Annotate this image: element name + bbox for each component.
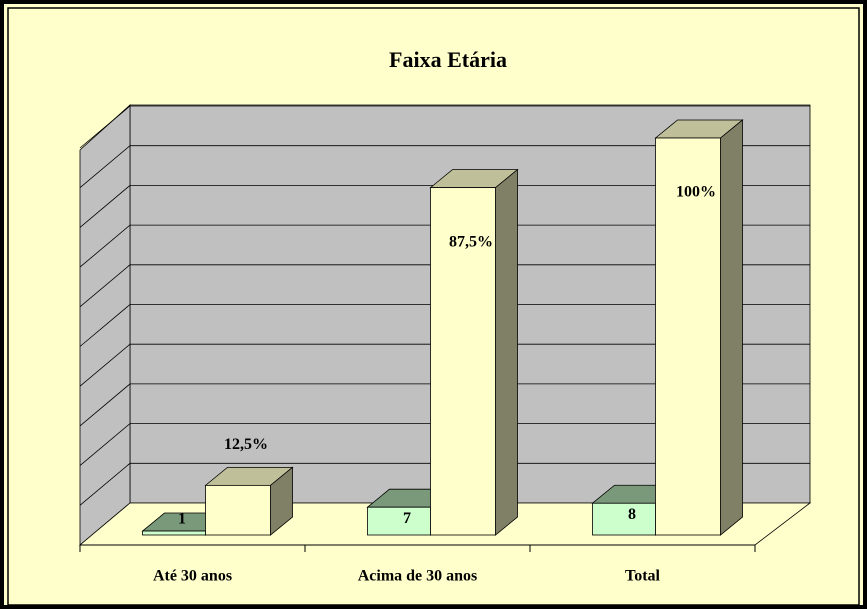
grid-line bbox=[79, 343, 810, 387]
data-label: 12,5% bbox=[224, 436, 268, 453]
chart-title: Faixa Etária bbox=[389, 47, 507, 72]
bar-front bbox=[655, 137, 721, 536]
bar-front bbox=[367, 506, 431, 536]
bar bbox=[204, 466, 294, 536]
bar bbox=[654, 119, 744, 536]
data-label: 8 bbox=[628, 506, 636, 523]
data-label: 1 bbox=[178, 511, 186, 528]
grid-line bbox=[79, 383, 810, 427]
bar-front bbox=[205, 484, 271, 536]
grid-line bbox=[79, 145, 810, 189]
data-label: 100% bbox=[676, 184, 716, 201]
bar-front bbox=[430, 187, 496, 536]
grid-line bbox=[79, 304, 810, 347]
x-tick-label: Até 30 anos bbox=[153, 568, 232, 585]
grid-line bbox=[79, 423, 810, 466]
bar-side bbox=[720, 119, 743, 536]
chart-area-border bbox=[7, 7, 860, 606]
x-tick-label: Acima de 30 anos bbox=[358, 568, 478, 585]
grid-line bbox=[79, 224, 810, 268]
grid-line bbox=[79, 105, 810, 149]
grid-line bbox=[79, 184, 810, 228]
bar-front bbox=[142, 530, 206, 536]
x-tick-label: Total bbox=[625, 568, 661, 585]
bar bbox=[429, 168, 519, 536]
data-label: 87,5% bbox=[449, 233, 493, 250]
bar-side bbox=[495, 168, 518, 536]
bar-front bbox=[592, 502, 656, 536]
grid-line bbox=[79, 462, 810, 506]
data-label: 7 bbox=[403, 510, 411, 527]
grid-line bbox=[79, 264, 810, 308]
